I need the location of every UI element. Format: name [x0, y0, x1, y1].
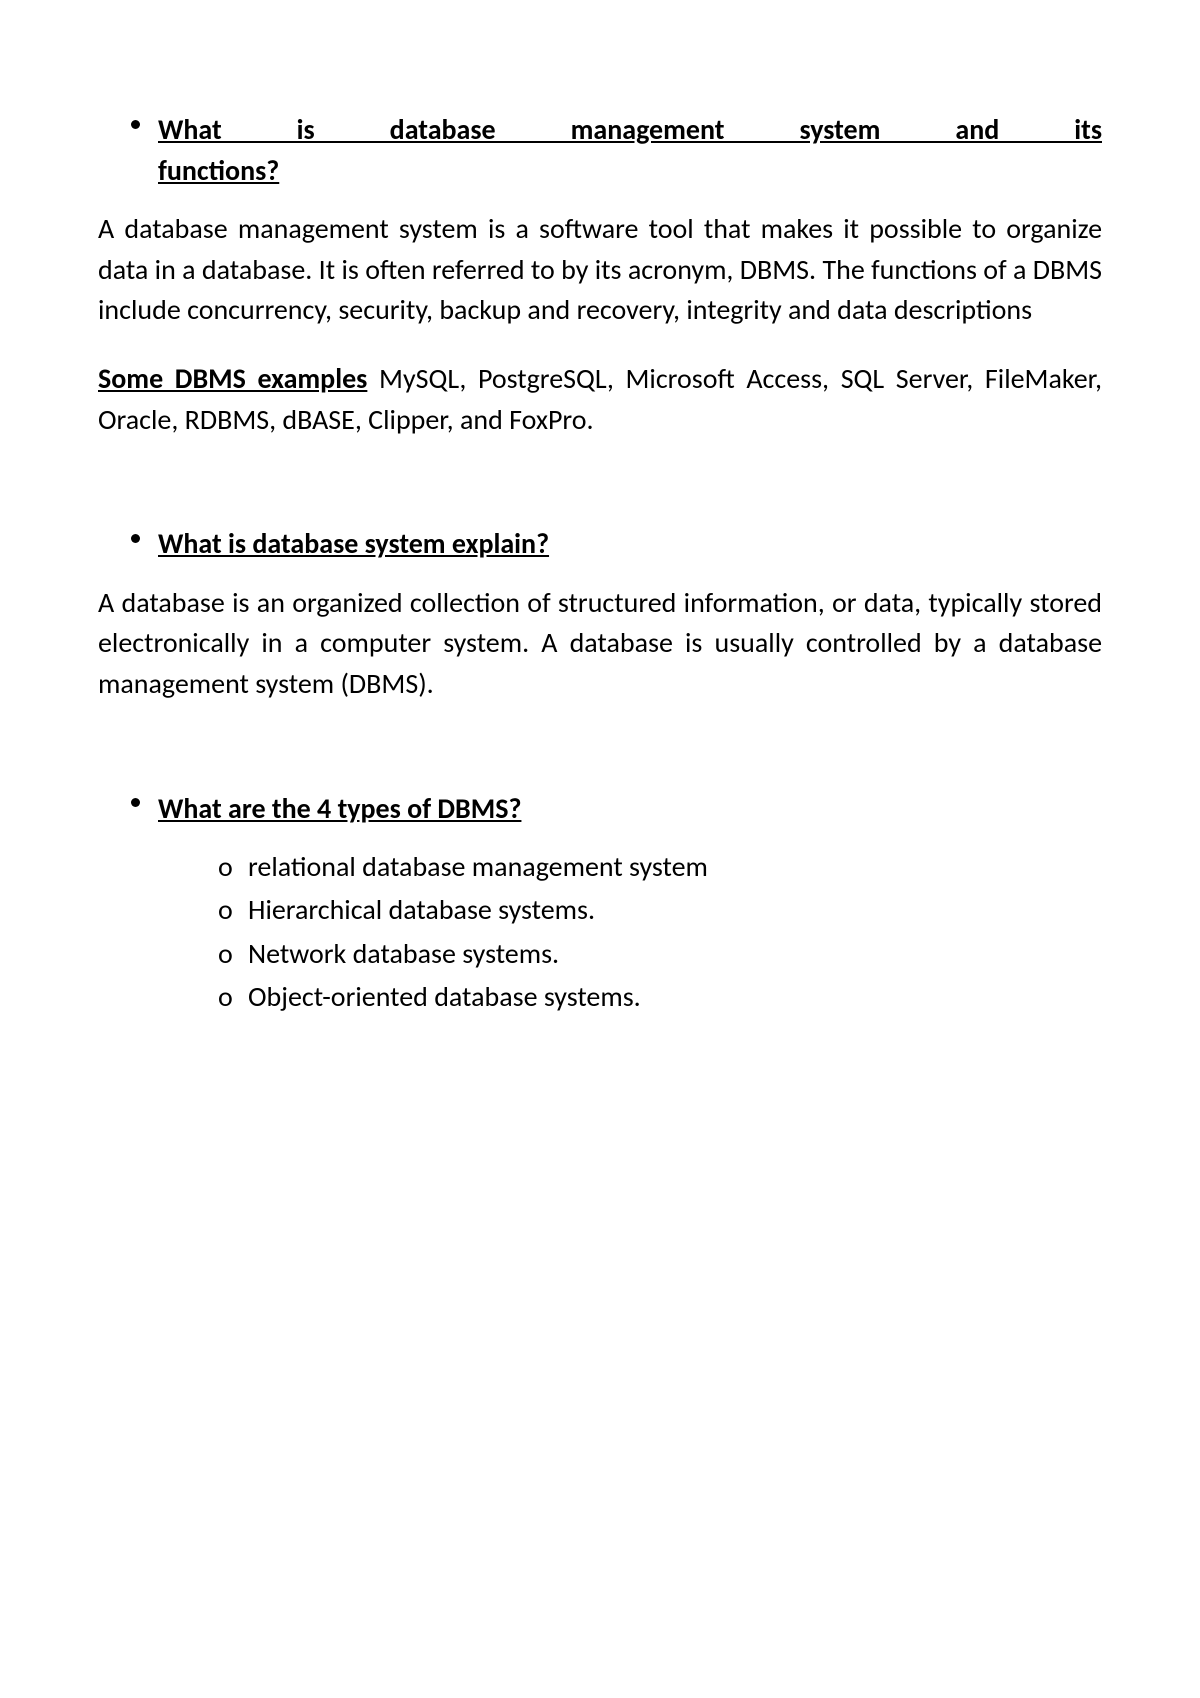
bullet-icon: [131, 120, 140, 129]
section-1-heading-block: What is database management system and i…: [158, 110, 1102, 191]
bullet-icon: [131, 534, 140, 543]
list-item: o Object-oriented database systems.: [218, 977, 1102, 1016]
document-content: What is database management system and i…: [98, 110, 1102, 1016]
circle-bullet-icon: o: [218, 977, 233, 1016]
section-1-body: A database management system is a softwa…: [98, 209, 1102, 331]
section-1-heading-line1: What is database management system and i…: [158, 110, 1102, 151]
circle-bullet-icon: o: [218, 847, 233, 886]
list-item-text: Network database systems.: [248, 936, 559, 971]
section-2-heading: What is database system explain?: [158, 524, 1102, 565]
circle-bullet-icon: o: [218, 934, 233, 973]
list-item-text: Hierarchical database systems.: [248, 892, 595, 927]
section-3-heading: What are the 4 types of DBMS?: [158, 789, 1102, 830]
list-item: o Network database systems.: [218, 934, 1102, 973]
list-item-text: relational database management system: [248, 849, 708, 884]
section-2-body: A database is an organized collection of…: [98, 583, 1102, 705]
section-1-heading-line2: functions?: [158, 151, 1102, 192]
section-3-heading-block: What are the 4 types of DBMS?: [158, 789, 1102, 830]
list-item: o Hierarchical database systems.: [218, 890, 1102, 929]
bullet-icon: [131, 798, 140, 807]
list-item-text: Object-oriented database systems.: [248, 979, 641, 1014]
spacer: [98, 733, 1102, 789]
list-item: o relational database management system: [218, 847, 1102, 886]
section-2-heading-block: What is database system explain?: [158, 524, 1102, 565]
spacer: [98, 468, 1102, 524]
types-list: o relational database management system …: [218, 847, 1102, 1016]
examples-label: Some DBMS examples: [98, 361, 367, 396]
circle-bullet-icon: o: [218, 890, 233, 929]
examples-paragraph: Some DBMS examples MySQL, PostgreSQL, Mi…: [98, 359, 1102, 440]
